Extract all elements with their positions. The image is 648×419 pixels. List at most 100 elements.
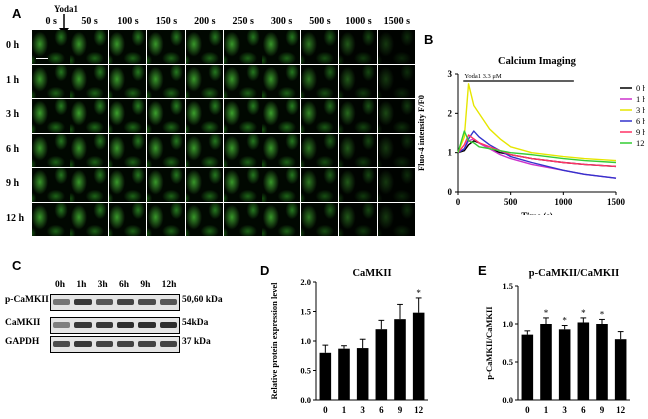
fluorescence-image [377,99,416,133]
fluorescence-image [32,99,70,133]
x-tick-label: 12 [616,405,626,415]
fluorescence-image [108,64,147,99]
lane-label: 3h [97,280,108,290]
fluorescence-image [300,202,339,237]
x-tick-label: 500 [504,197,518,207]
fluorescence-image [262,99,300,133]
column-label: 1000 s [345,16,372,27]
fluorescence-image [70,133,108,168]
protein-band [159,299,177,305]
fluorescence-image [70,168,108,202]
fluorescence-image [70,202,108,237]
legend-label: 9 h [636,127,645,137]
fluorescence-image [185,202,224,237]
y-tick-label: 0.0 [300,395,311,405]
fluorescence-image [32,202,70,237]
fluorescence-image [108,202,147,237]
legend-label: 1 h [636,94,645,104]
significance-marker: * [600,309,605,319]
fluorescence-image [147,30,185,64]
treatment-annotation: Yoda1 3.3 μM [464,73,502,80]
fluorescence-image [224,64,262,99]
protein-band [159,322,177,328]
bar [338,348,350,400]
fluorescence-image [377,202,416,237]
column-label: 1500 s [383,16,410,27]
bar [394,319,406,400]
fluorescence-image [185,99,224,133]
fluorescence-image [262,64,300,99]
y-tick-label: 1 [448,148,453,158]
blot-strip [50,294,180,311]
bar [596,324,608,400]
legend-label: 0 h [636,83,645,93]
row-label: 3 h [6,109,20,121]
fluorescence-image [147,133,185,168]
panel-a-label: A [12,6,22,21]
fluorescence-image [147,64,185,99]
fluorescence-image [32,133,70,168]
bar [375,329,388,400]
fluorescence-image [224,133,262,168]
fluorescence-image [147,168,185,202]
fluorescence-image [70,30,108,64]
fluorescence-image [185,133,224,168]
fluorescence-image [339,99,377,133]
y-tick-label: 2 [448,108,453,118]
column-label: 100 s [117,16,139,27]
fluorescence-image [185,30,224,64]
bar [521,334,534,400]
fluorescence-image [300,133,339,168]
p-camkii-ratio-bar-chart: p-CaMKII/CaMKII 0.0 0.5 1.0 1.5 0 1 * 3 * 6 * 9 * 12 p-… [484,268,630,415]
fluorescence-image [224,168,262,202]
y-axis-label: Relative protein expression level [269,282,279,400]
protein-band [159,341,177,347]
fluorescence-image [339,64,377,99]
molecular-weight-label: 37 kDa [182,337,211,347]
protein-band [95,299,113,305]
fluorescence-image [339,202,377,237]
protein-band [138,322,156,328]
x-tick-label: 3 [360,405,365,415]
bar [614,339,627,400]
panel-e-label: E [478,263,487,278]
protein-band [74,322,92,328]
x-tick-label: 3 [562,405,567,415]
camkii-bar-chart: CaMKII 0.0 0.5 1.0 1.5 2.0 0 1 3 6 9 12 * Relative pr… [269,268,428,415]
fluorescence-image [147,99,185,133]
bar [577,322,590,400]
fluorescence-image [147,202,185,237]
fluorescence-image [108,168,147,202]
protein-band [138,341,156,347]
protein-band [53,299,71,305]
y-tick-label: 3 [448,69,453,79]
fluorescence-image [300,99,339,133]
row-label: 1 h [6,74,20,86]
x-tick-label: 1 [342,405,347,415]
x-tick-label: 0 [323,405,328,415]
row-label: 12 h [6,212,25,224]
protein-label: p-CaMKII [5,295,49,305]
calcium-imaging-chart: Calcium Imaging 0 1 2 3 0 500 1000 1500 Time (s) F… [416,56,645,215]
x-tick-label: 6 [379,405,384,415]
x-tick-label: 6 [581,405,586,415]
lane-label: 1h [76,280,87,290]
bar [540,324,552,400]
protein-band [117,299,135,305]
y-tick-label: 1.5 [300,307,311,317]
panel-d-label: D [260,263,270,278]
legend-label: 6 h [636,116,645,126]
panel-b-label: B [424,32,434,47]
molecular-weight-label: 54kDa [182,318,209,328]
row-label: 9 h [6,178,20,190]
significance-marker: * [562,316,567,326]
y-tick-label: 2.0 [300,277,311,287]
protein-label: CaMKII [5,318,41,328]
protein-band [53,341,71,347]
significance-marker: * [581,308,586,318]
y-axis-label: Fluo-4 intensity F/F0 [416,95,426,171]
fluorescence-image [377,168,416,202]
y-tick-label: 0.5 [502,357,513,367]
significance-marker: * [416,288,421,298]
x-tick-label: 1 [544,405,549,415]
